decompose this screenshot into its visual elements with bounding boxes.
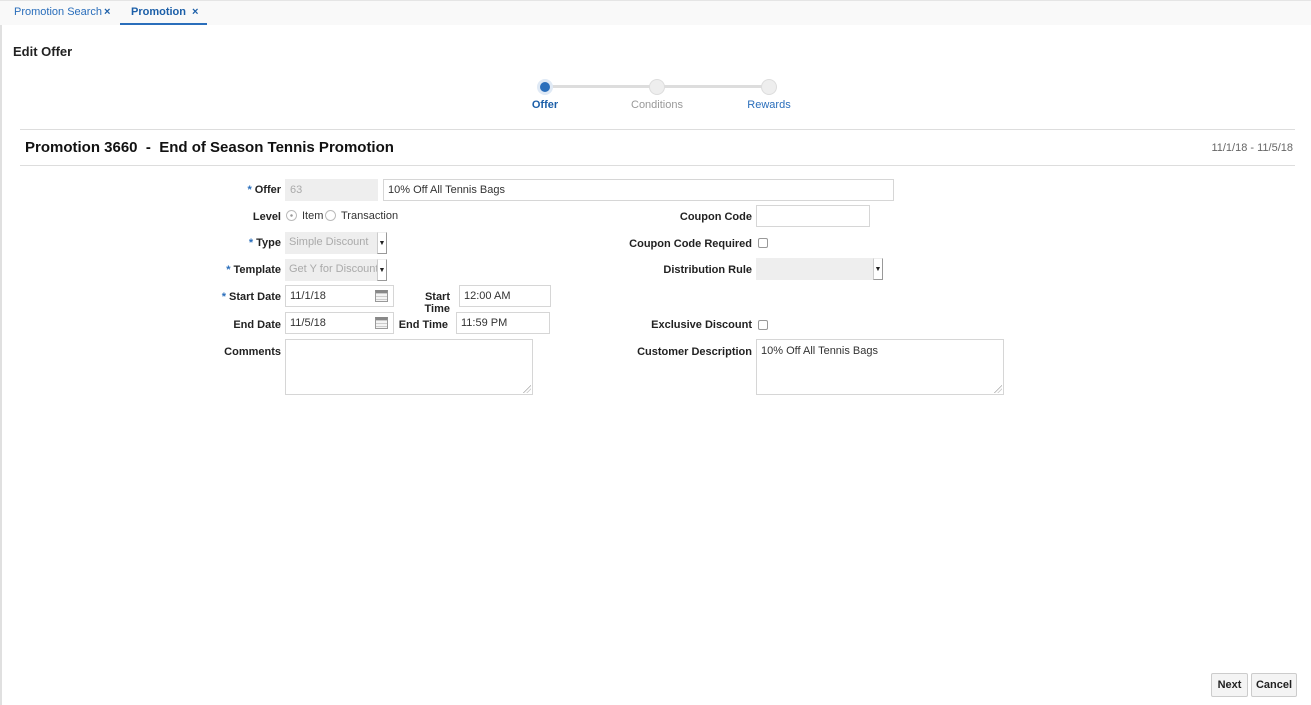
step-conditions-dot[interactable] (649, 79, 665, 95)
left-border (0, 25, 2, 705)
next-button[interactable]: Next (1211, 673, 1248, 697)
start-time-label: Start Time (424, 291, 450, 315)
chevron-down-icon: ▼ (377, 232, 387, 254)
comments-label: Comments (224, 346, 281, 358)
cancel-button[interactable]: Cancel (1251, 673, 1297, 697)
coupon-code-required-checkbox[interactable] (758, 238, 768, 248)
coupon-code-label: Coupon Code (679, 211, 752, 223)
offer-description-input[interactable]: 10% Off All Tennis Bags (383, 179, 894, 201)
date-range: 11/1/18 - 11/5/18 (1211, 142, 1293, 154)
customer-description-textarea[interactable]: 10% Off All Tennis Bags (756, 339, 1004, 395)
coupon-code-input[interactable] (756, 205, 870, 227)
exclusive-discount-checkbox[interactable] (758, 320, 768, 330)
step-rewards-label[interactable]: Rewards (747, 99, 791, 111)
chevron-down-icon: ▼ (377, 259, 387, 281)
level-transaction-radio[interactable] (325, 210, 336, 221)
level-item-label[interactable]: Item (302, 210, 324, 222)
close-icon[interactable]: × (104, 6, 111, 18)
template-value: Get Y for Discount (289, 263, 379, 275)
tab-promotion-search[interactable]: Promotion Search (14, 6, 103, 18)
calendar-icon[interactable] (375, 290, 388, 302)
close-icon[interactable]: × (192, 6, 199, 18)
level-item-radio[interactable] (286, 210, 297, 221)
comments-textarea[interactable] (285, 339, 533, 395)
chevron-down-icon: ▼ (873, 258, 883, 280)
distribution-rule-select[interactable]: ▼ (756, 258, 883, 280)
offer-id-field: 63 (285, 179, 378, 201)
offer-label: * Offer (247, 184, 281, 196)
end-time-input[interactable]: 11:59 PM (456, 312, 550, 334)
end-time-label: End Time (398, 319, 448, 331)
type-label: * Type (248, 237, 281, 249)
type-select[interactable]: Simple Discount ▼ (285, 232, 387, 254)
calendar-icon[interactable] (375, 317, 388, 329)
start-date-label: * Start Date (221, 291, 281, 303)
template-label: * Template (226, 264, 281, 276)
exclusive-discount-label: Exclusive Discount (651, 319, 752, 331)
promotion-title: Promotion 3660 - End of Season Tennis Pr… (25, 139, 394, 156)
step-offer-label[interactable]: Offer (531, 99, 559, 111)
divider (20, 165, 1295, 166)
template-select[interactable]: Get Y for Discount ▼ (285, 259, 387, 281)
start-date-input[interactable]: 11/1/18 (285, 285, 394, 307)
resize-handle-icon[interactable] (523, 385, 531, 393)
end-date-input[interactable]: 11/5/18 (285, 312, 394, 334)
tab-promotion[interactable]: Promotion (131, 6, 186, 18)
active-tab-indicator (120, 23, 207, 25)
step-conditions-label[interactable]: Conditions (631, 99, 683, 111)
tab-bar (0, 0, 1311, 25)
page-title: Edit Offer (13, 44, 73, 59)
customer-description-label: Customer Description (637, 346, 752, 358)
step-rewards-dot[interactable] (761, 79, 777, 95)
end-date-label: End Date (233, 319, 281, 331)
type-value: Simple Discount (289, 236, 369, 248)
coupon-code-required-label: Coupon Code Required (629, 238, 752, 250)
resize-handle-icon[interactable] (994, 385, 1002, 393)
divider (20, 129, 1295, 130)
level-transaction-label[interactable]: Transaction (341, 210, 399, 222)
level-label: Level (252, 211, 281, 223)
distribution-rule-label: Distribution Rule (663, 264, 752, 276)
step-offer-dot[interactable] (537, 79, 553, 95)
start-time-input[interactable]: 12:00 AM (459, 285, 551, 307)
